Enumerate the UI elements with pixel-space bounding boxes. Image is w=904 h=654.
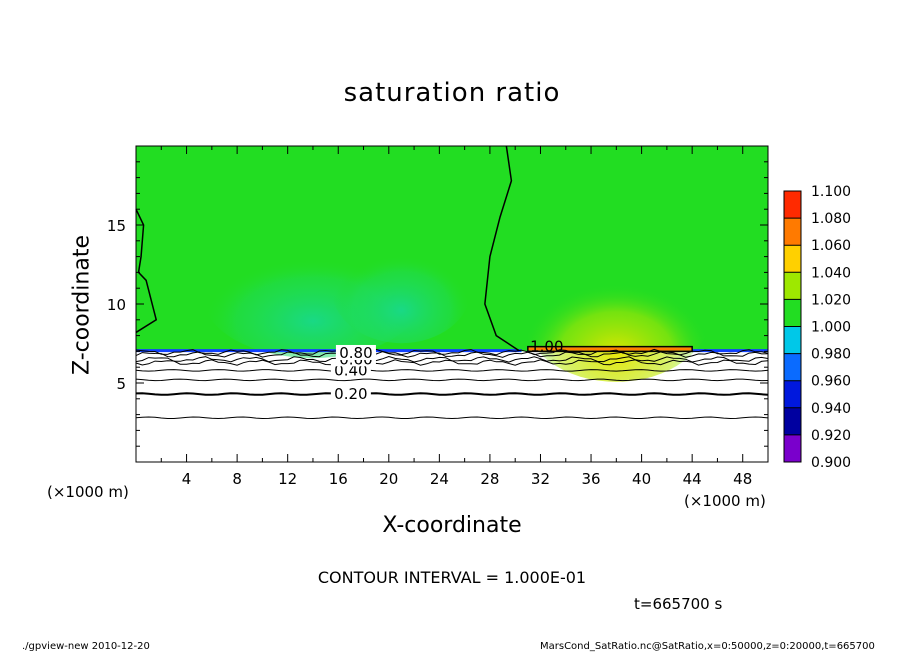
field-dry-region <box>136 351 768 462</box>
x-tick-label: 48 <box>733 470 752 488</box>
colorbar-label: 0.960 <box>811 374 851 390</box>
contour-interval-text: CONTOUR INTERVAL = 1.000E-01 <box>317 568 587 587</box>
x-tick-label: 16 <box>329 470 348 488</box>
colorbar-label: 0.900 <box>811 455 851 471</box>
footer-right: MarsCond_SatRatio.nc@SatRatio,x=0:50000,… <box>540 641 875 652</box>
colorbar-label: 1.020 <box>811 292 851 308</box>
y-tick-label: 5 <box>116 375 126 393</box>
colorbar-label: 1.080 <box>811 211 851 227</box>
contour-line <box>135 369 769 372</box>
x-tick-label: 44 <box>683 470 702 488</box>
field-teal-patch <box>331 233 472 344</box>
colorbar-segment <box>784 407 801 435</box>
contour-line <box>135 351 769 358</box>
x-tick-label: 32 <box>531 470 550 488</box>
x-tick-label: 4 <box>182 470 192 488</box>
contour-label: 1.00 <box>530 338 563 356</box>
time-label: t=665700 s <box>634 595 723 613</box>
colorbar-label: 0.980 <box>811 347 851 363</box>
y-axis-unit: (×1000 m) <box>47 483 129 501</box>
contour-label: 0.20 <box>334 385 367 403</box>
x-tick-label: 40 <box>632 470 651 488</box>
colorbar-segment <box>784 299 801 327</box>
y-tick-label: 15 <box>107 217 126 235</box>
colorbar-label: 1.040 <box>811 265 851 281</box>
x-tick-label: 12 <box>278 470 297 488</box>
contour-line <box>135 378 769 382</box>
colorbar-segment <box>784 353 801 381</box>
chart-title: saturation ratio <box>343 78 561 108</box>
colorbar-label: 1.000 <box>811 320 851 336</box>
colorbar-label: 1.100 <box>811 184 851 200</box>
contour-line <box>135 416 769 420</box>
contour-label-bg <box>335 344 376 360</box>
footer-left: ./gpview-new 2010-12-20 <box>22 641 150 652</box>
y-tick-label: 10 <box>107 296 126 314</box>
colorbar-segment <box>784 272 801 300</box>
contour-line <box>135 392 769 396</box>
contour-label: 0.80 <box>339 344 372 362</box>
x-tick-label: 20 <box>379 470 398 488</box>
colorbar-segment <box>784 380 801 408</box>
colorbar-segment <box>784 245 801 273</box>
colorbar-segment <box>784 191 801 219</box>
colorbar-label: 1.060 <box>811 238 851 254</box>
colorbar-label: 0.940 <box>811 401 851 417</box>
x-tick-label: 36 <box>581 470 600 488</box>
contour-line <box>135 355 769 363</box>
x-tick-label: 24 <box>430 470 449 488</box>
colorbar-label: 0.920 <box>811 428 851 444</box>
x-axis-label: X-coordinate <box>382 513 522 538</box>
colorbar-segment <box>784 326 801 354</box>
x-tick-label: 28 <box>480 470 499 488</box>
contour-label-bg <box>330 386 371 402</box>
colorbar-segment <box>784 218 801 246</box>
contour-line-1-00 <box>527 345 693 353</box>
x-axis-unit: (×1000 m) <box>684 492 766 510</box>
colorbar-segment <box>784 434 801 462</box>
contour-line-1-00 <box>484 145 520 352</box>
x-tick-label: 8 <box>232 470 242 488</box>
